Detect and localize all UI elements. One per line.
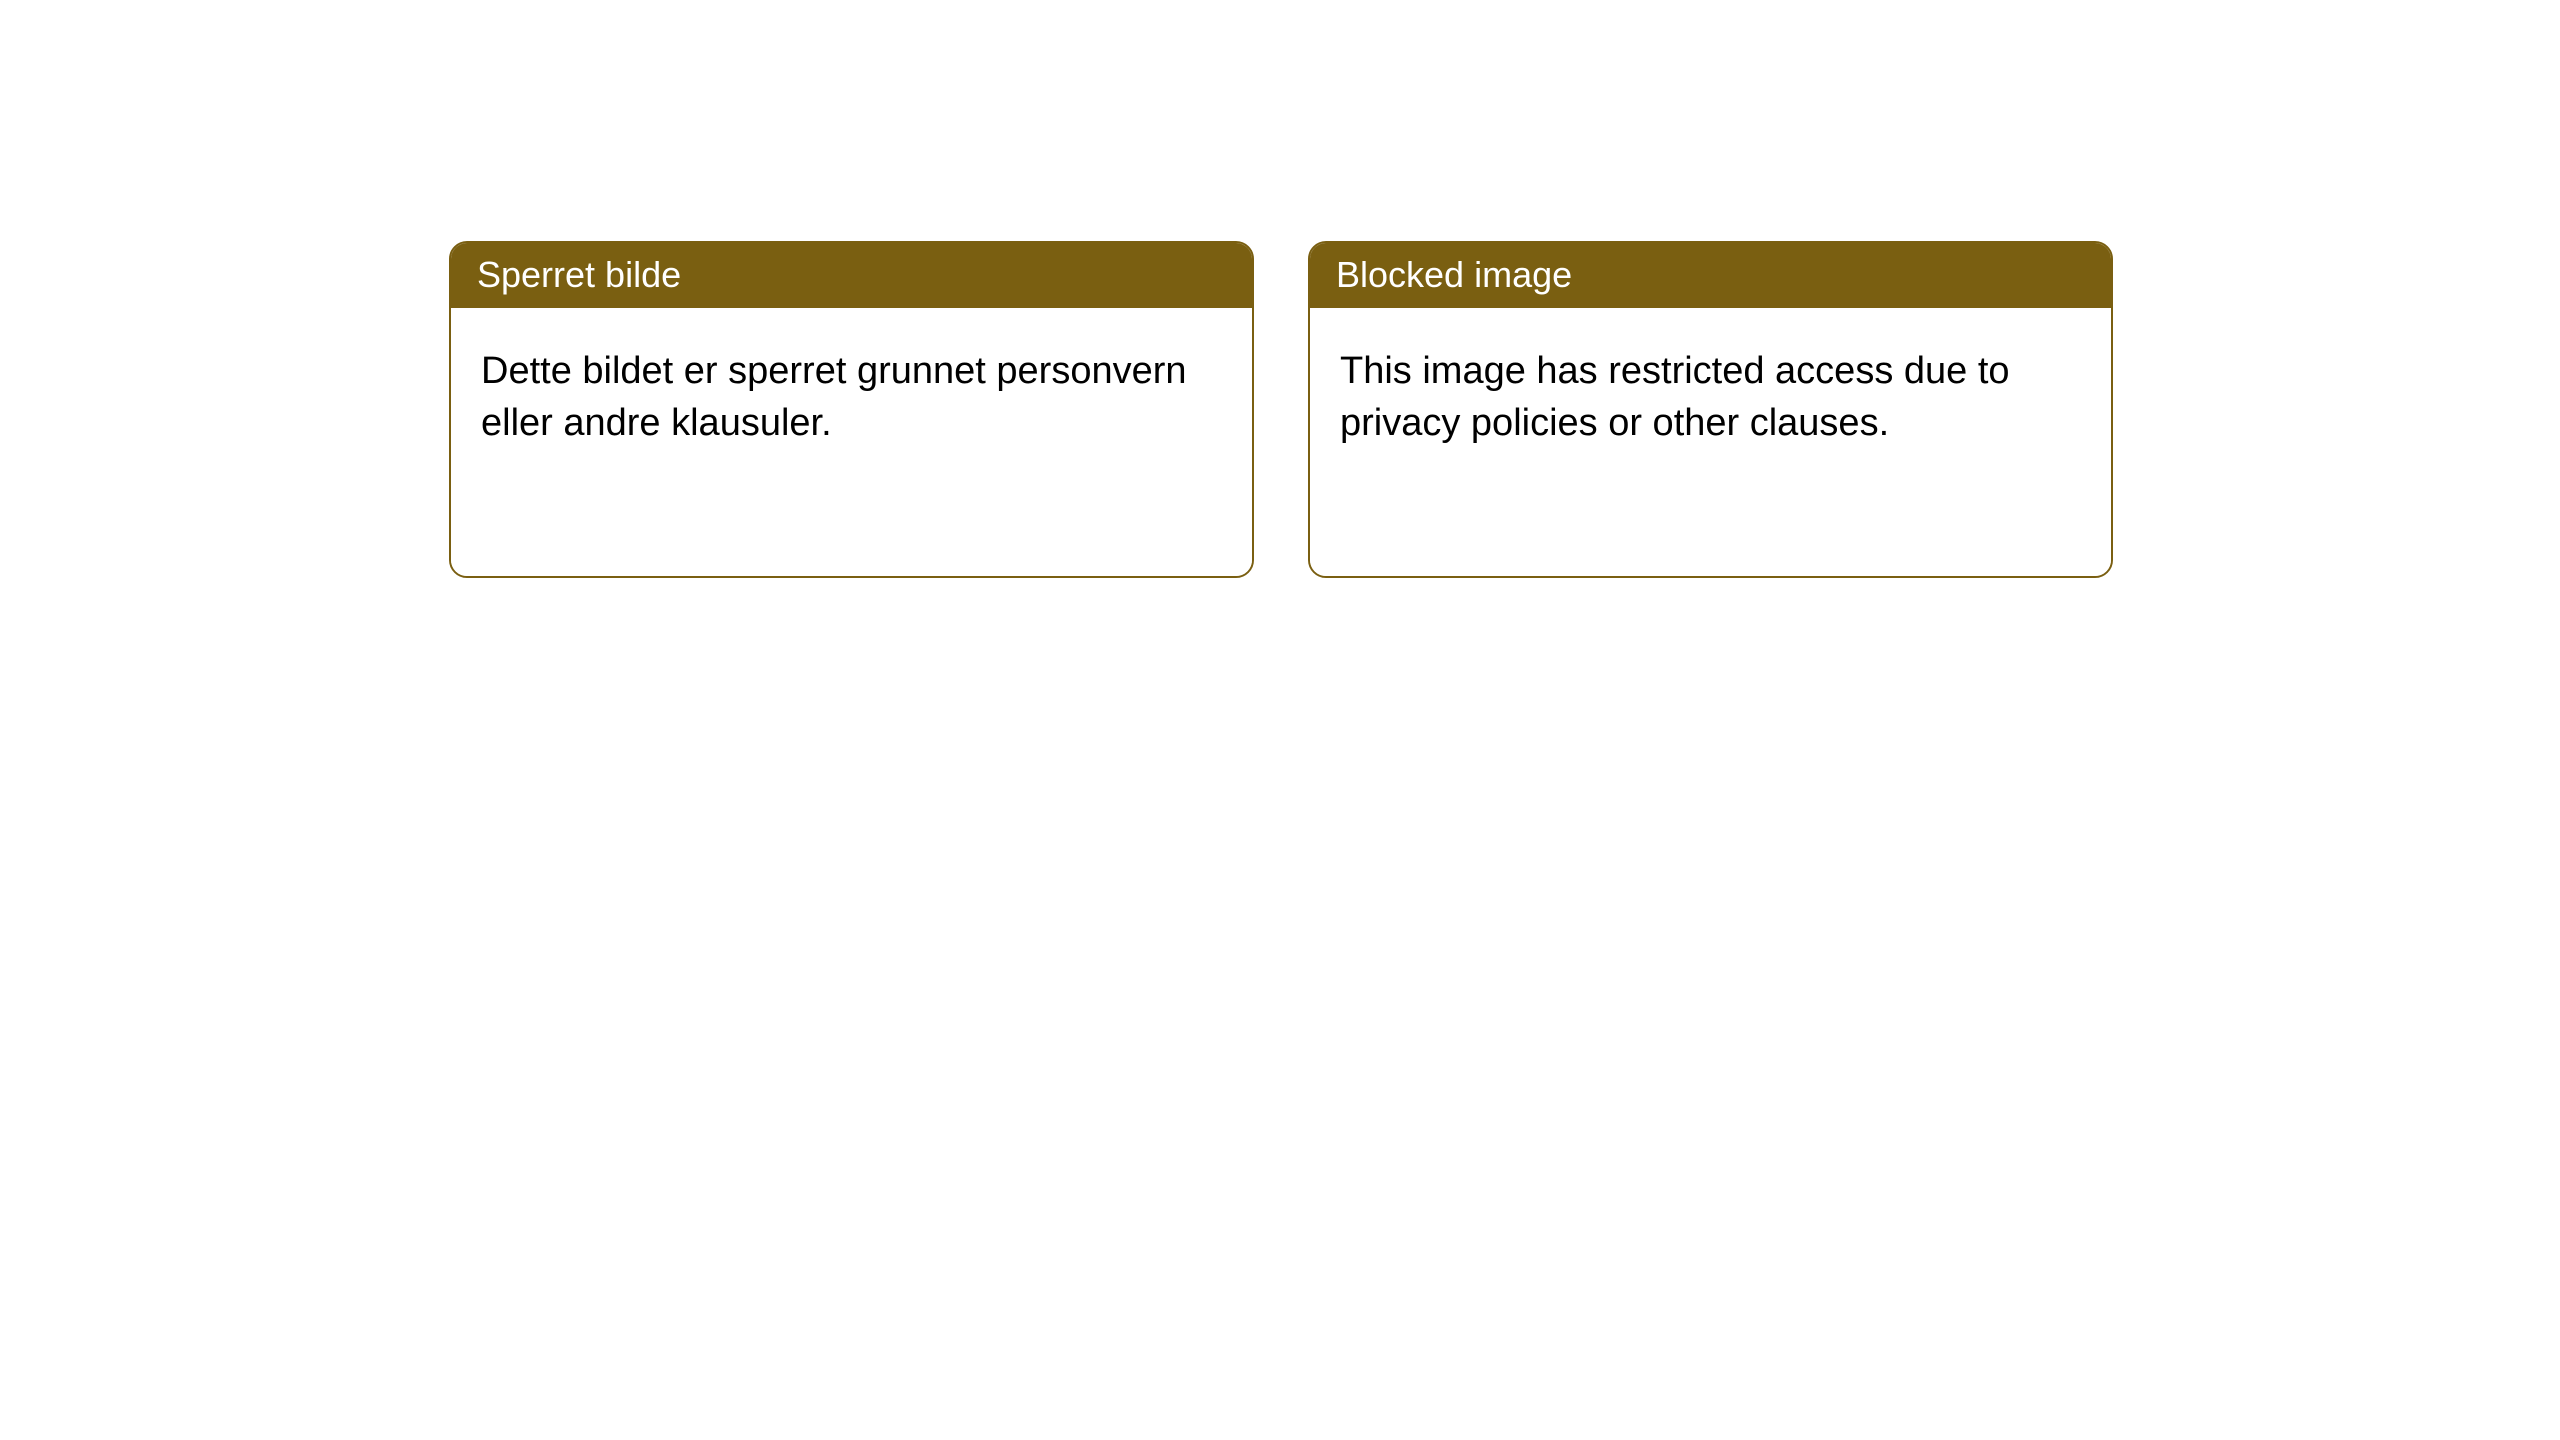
notice-body-english: This image has restricted access due to …	[1310, 308, 2111, 576]
notice-body-norwegian: Dette bildet er sperret grunnet personve…	[451, 308, 1252, 576]
notice-title-norwegian: Sperret bilde	[451, 243, 1252, 308]
notice-title-english: Blocked image	[1310, 243, 2111, 308]
notice-box-english: Blocked image This image has restricted …	[1308, 241, 2113, 578]
notice-box-norwegian: Sperret bilde Dette bildet er sperret gr…	[449, 241, 1254, 578]
notice-container: Sperret bilde Dette bildet er sperret gr…	[0, 0, 2560, 578]
